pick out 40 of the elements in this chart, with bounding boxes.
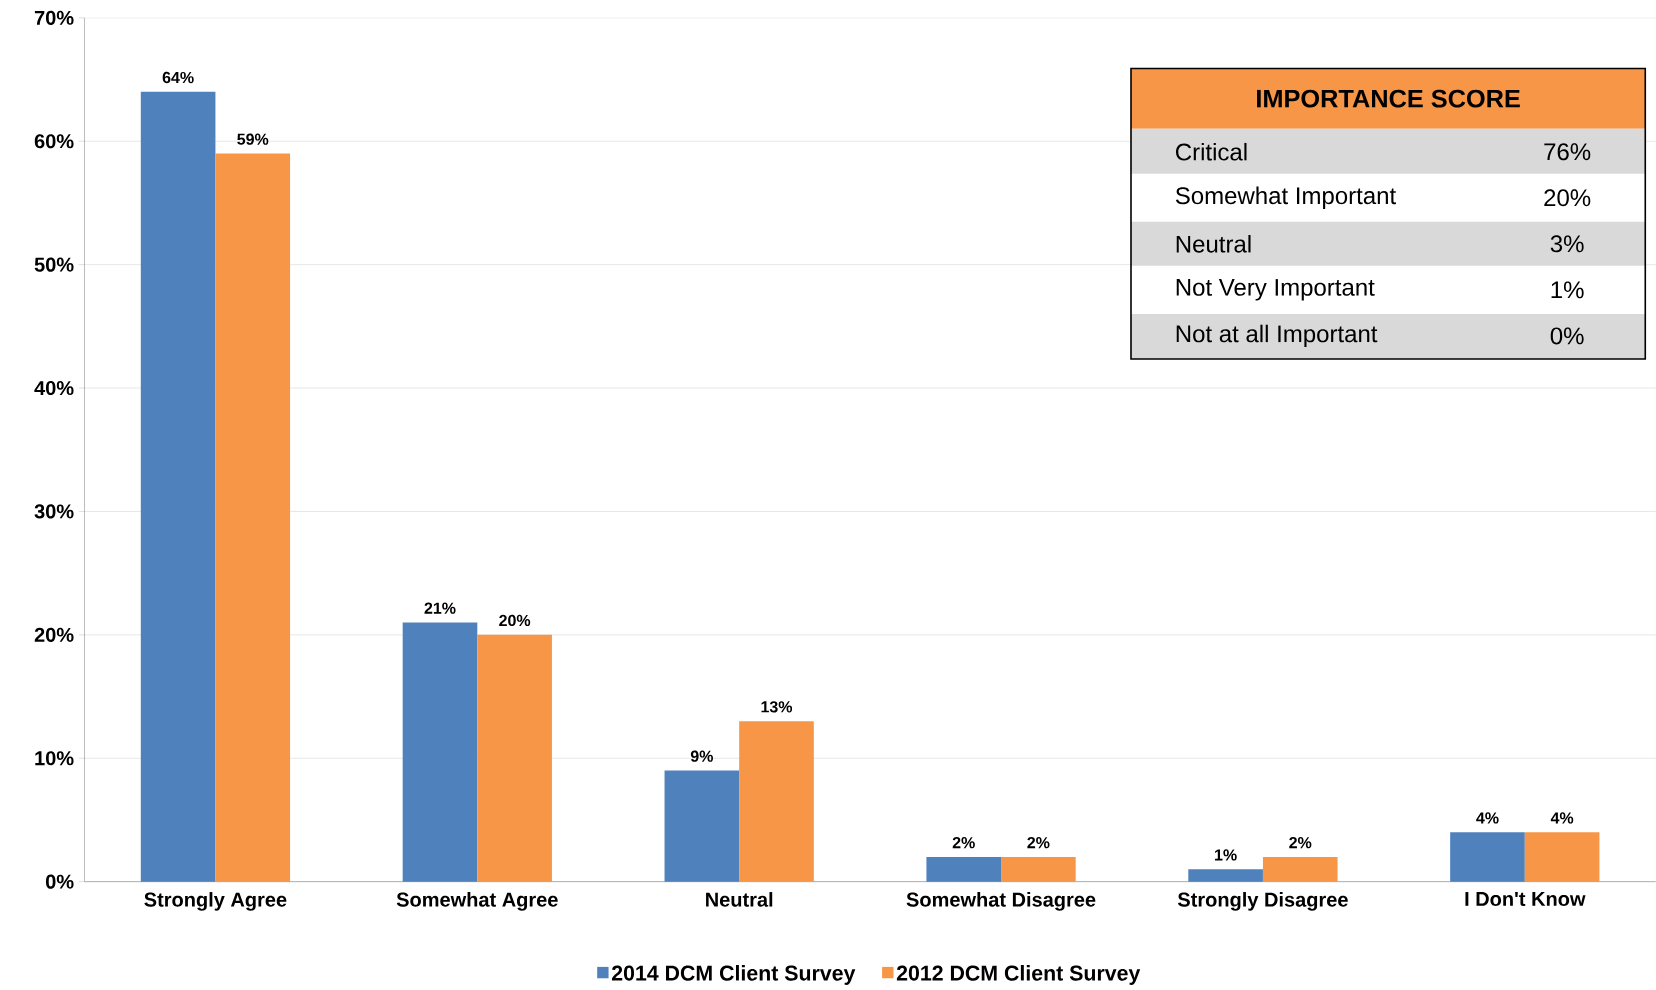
data-label: 20%: [499, 614, 531, 627]
x-tick-label: Strongly Agree: [144, 892, 287, 911]
bar: [215, 153, 291, 882]
data-label: 9%: [690, 750, 713, 762]
bar: [477, 634, 552, 882]
data-label: 59%: [237, 133, 269, 145]
data-label: 2%: [1289, 837, 1312, 849]
data-label: 64%: [162, 71, 194, 84]
x-tick-label: Strongly Disagree: [1177, 892, 1348, 911]
data-label: 2%: [1027, 837, 1050, 849]
bar: [1001, 857, 1076, 882]
bar: [1524, 832, 1600, 882]
y-tick-label: 10%: [35, 751, 74, 766]
bar: [1450, 832, 1525, 882]
bar: [739, 721, 814, 882]
y-tick-label: 40%: [34, 381, 74, 396]
y-tick-label: 50%: [34, 257, 74, 272]
y-tick-label: 30%: [34, 504, 74, 519]
bar: [1188, 869, 1263, 882]
bar: [664, 770, 740, 882]
y-tick-label: 70%: [34, 10, 74, 25]
y-tick-label: 0%: [45, 874, 74, 889]
legend-label: 2012 DCM Client Survey: [896, 965, 1141, 985]
bar: [402, 622, 478, 882]
x-tick-label: Neutral: [706, 892, 773, 907]
data-label: 4%: [1550, 812, 1574, 824]
data-label: 2%: [952, 837, 975, 849]
data-label: 4%: [1476, 812, 1499, 824]
bar: [140, 91, 216, 882]
x-tick-label: Somewhat Agree: [396, 892, 558, 911]
x-tick-label: I Don't Know: [1465, 892, 1586, 907]
data-label: 21%: [424, 602, 456, 614]
y-tick-label: 20%: [34, 627, 74, 642]
legend-label: 2014 DCM Client Survey: [611, 965, 856, 985]
x-tick-label: Somewhat Disagree: [906, 892, 1096, 911]
data-label: 13%: [761, 701, 793, 713]
bar: [1262, 857, 1338, 882]
data-label: 1%: [1215, 849, 1237, 861]
y-tick-label: 60%: [34, 134, 74, 149]
bar: [926, 857, 1002, 882]
